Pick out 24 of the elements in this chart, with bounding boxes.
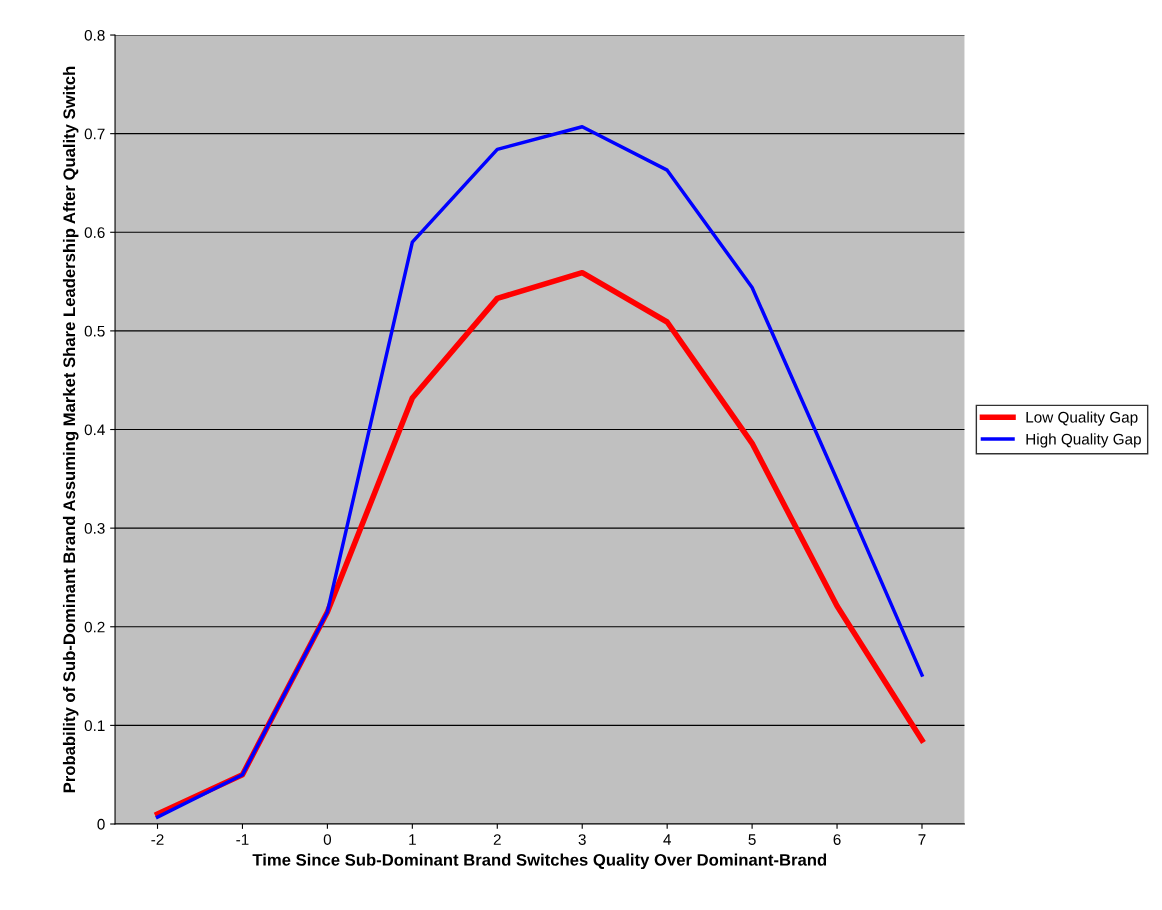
x-tick-label: 4: [663, 834, 671, 845]
x-tick-label: 6: [833, 834, 841, 845]
x-tick-label: 3: [578, 834, 586, 845]
x-tick-label: 5: [748, 834, 756, 845]
y-tick-label: 0.2: [84, 621, 105, 633]
legend-label: High Quality Gap: [1026, 433, 1141, 448]
y-axis-title: Probability of Sub-Dominant Brand Assuming Market Share Leadership After Quality Switch: [62, 66, 79, 793]
y-tick-label: 0.7: [84, 128, 105, 140]
y-tick-label: 0.4: [84, 424, 105, 436]
x-tick-label: 7: [918, 834, 926, 845]
x-tick-label: -2: [151, 834, 164, 845]
x-tick-label: 2: [493, 834, 501, 845]
x-tick-label: -1: [236, 834, 249, 845]
y-tick-label: 0.8: [84, 29, 105, 41]
x-axis-title: Time Since Sub-Dominant Brand Switches Quality Over Dominant-Brand: [252, 853, 827, 870]
x-tick-label: 1: [409, 834, 416, 845]
legend-label: Low Quality Gap: [1026, 411, 1138, 426]
line-series: [155, 125, 924, 819]
y-tick-label: 0.6: [84, 227, 105, 238]
y-tick-label: 0.3: [84, 523, 105, 534]
y-tick-label: 0.5: [84, 325, 105, 337]
x-tick-label: 0: [323, 834, 332, 845]
y-tick-label: 0: [97, 818, 105, 830]
y-tick-label: 0.1: [84, 720, 105, 732]
